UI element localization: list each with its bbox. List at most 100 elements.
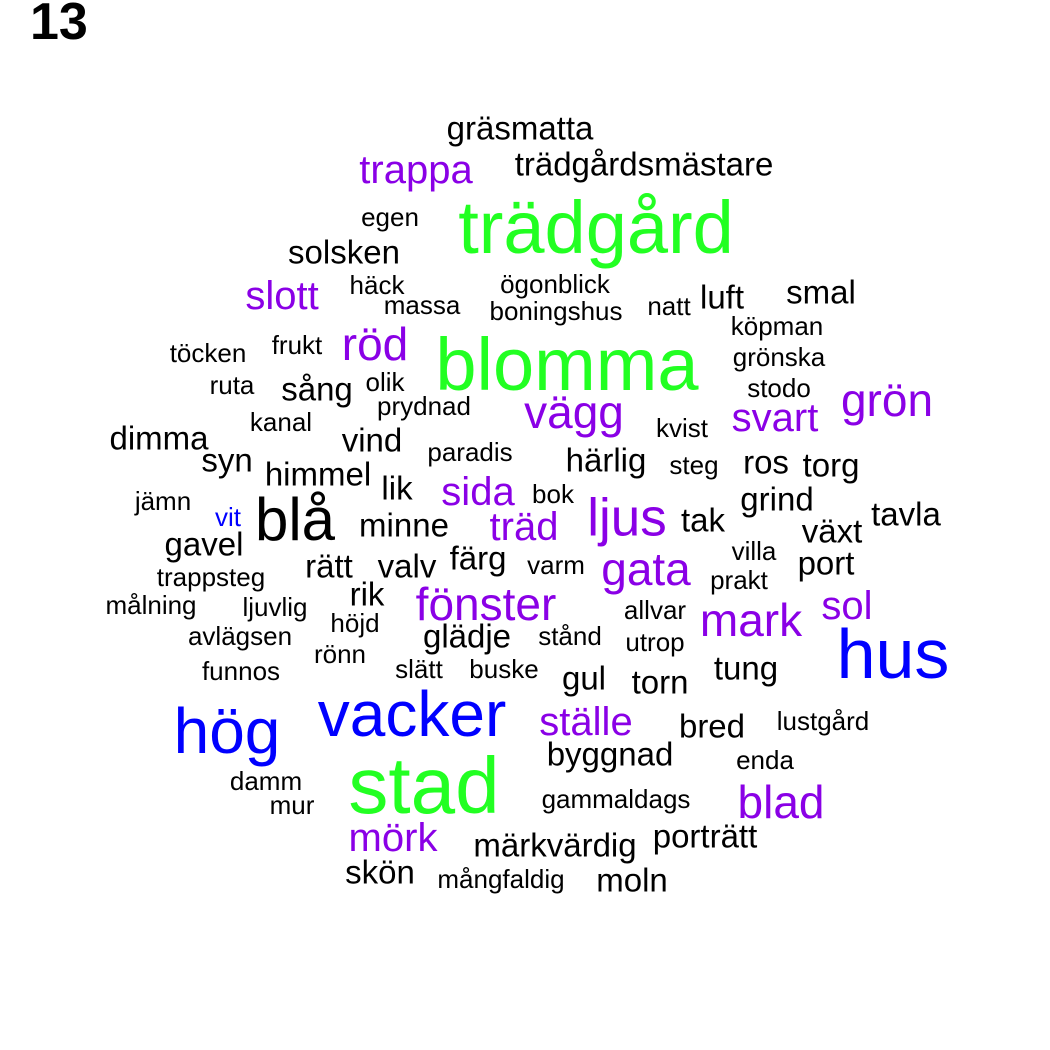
word-cloud-word: ros — [743, 443, 789, 481]
word-cloud-word: paradis — [427, 437, 513, 467]
word-cloud-word: sol — [821, 584, 873, 628]
word-cloud-word: ställe — [539, 700, 633, 744]
word-cloud-word: tung — [713, 649, 779, 687]
word-cloud-word: port — [797, 544, 855, 582]
word-cloud-word: enda — [736, 745, 794, 775]
word-cloud-word: boningshus — [489, 296, 623, 326]
word-cloud-word: glädje — [422, 617, 512, 655]
word-cloud-word: bred — [678, 707, 746, 745]
word-cloud-word: valv — [377, 547, 437, 585]
word-cloud-word: massa — [383, 290, 461, 320]
word-cloud-word: sida — [441, 470, 515, 514]
word-cloud-word: häck — [349, 270, 405, 300]
word-cloud-word: färg — [449, 539, 507, 577]
word-cloud-word: ögonblick — [500, 269, 610, 299]
word-cloud-word: töcken — [169, 338, 247, 368]
word-cloud-word: blå — [254, 486, 336, 553]
word-cloud-word: röd — [341, 318, 409, 370]
word-cloud-word: utrop — [625, 627, 685, 657]
word-cloud-word: dimma — [109, 419, 209, 457]
word-cloud-word: gavel — [164, 525, 244, 563]
word-cloud-word: ruta — [209, 370, 255, 400]
word-cloud-word: grönska — [732, 342, 826, 372]
word-cloud-word: gammaldags — [541, 784, 691, 814]
word-cloud-word: träd — [489, 505, 559, 549]
word-cloud-word: stånd — [538, 621, 602, 651]
word-cloud-word: blad — [737, 776, 825, 828]
word-cloud-word: porträtt — [652, 817, 758, 855]
word-cloud-word: köpman — [730, 311, 824, 341]
word-cloud-word: ljus — [587, 488, 667, 548]
word-cloud-word: vit — [215, 502, 241, 532]
word-cloud-word: slätt — [395, 654, 443, 684]
word-cloud-word: mångfaldig — [437, 864, 565, 894]
word-cloud-word: gul — [561, 659, 607, 697]
word-cloud-word: kanal — [249, 407, 313, 437]
word-cloud-word: olik — [365, 367, 405, 397]
word-cloud-word: prakt — [710, 565, 768, 595]
word-cloud-word: sång — [281, 370, 353, 408]
word-cloud-word: slott — [245, 274, 319, 318]
word-cloud-word: blomma — [435, 323, 699, 406]
word-cloud-word: stodo — [747, 373, 811, 403]
word-cloud-word: rik — [349, 575, 385, 613]
word-cloud-word: märkvärdig — [473, 826, 637, 864]
word-cloud-word: varm — [527, 550, 585, 580]
word-cloud-word: grind — [740, 480, 814, 518]
word-cloud-word: gata — [601, 543, 691, 595]
word-cloud-word: svart — [731, 396, 819, 440]
word-cloud-word: moln — [596, 861, 668, 899]
word-cloud-word: syn — [201, 441, 253, 479]
word-cloud-word: jämn — [134, 486, 192, 516]
word-cloud-word: trappa — [359, 148, 473, 192]
word-cloud-word: luft — [699, 278, 745, 316]
word-cloud-word: allvar — [623, 595, 687, 625]
word-cloud-word: funnos — [201, 656, 281, 686]
word-cloud-word: härlig — [565, 441, 647, 479]
word-cloud-word: lik — [381, 469, 413, 507]
word-cloud-word: ljuvlig — [242, 592, 308, 622]
word-cloud-word: natt — [647, 291, 691, 321]
word-cloud-word: trappsteg — [156, 562, 266, 592]
word-cloud-word: fönster — [415, 578, 557, 630]
word-cloud-word: mark — [699, 594, 803, 646]
word-cloud-word: höjd — [330, 608, 380, 638]
word-cloud-word: vacker — [317, 678, 507, 750]
word-cloud-word: steg — [669, 450, 719, 480]
word-cloud-word: tak — [680, 501, 726, 539]
word-cloud-word: avlägsen — [187, 621, 293, 651]
word-cloud-word: byggnad — [546, 735, 674, 773]
word-cloud-word: stad — [348, 741, 500, 830]
word-cloud-word: vind — [341, 421, 403, 459]
word-cloud-word: egen — [361, 202, 419, 232]
word-cloud-word: trädgård — [458, 186, 734, 269]
word-cloud-word: rätt — [305, 547, 353, 585]
word-cloud-word: torg — [802, 446, 860, 484]
word-cloud-word: grön — [840, 374, 934, 426]
word-cloud-word: damm — [229, 766, 303, 796]
word-cloud-word: kvist — [656, 413, 708, 443]
word-cloud-word: bok — [532, 479, 574, 509]
word-cloud-word: tavla — [871, 495, 941, 533]
word-cloud-word: rönn — [313, 639, 367, 669]
word-cloud-word: trädgårdsmästare — [514, 145, 774, 183]
word-cloud-word: himmel — [264, 455, 372, 493]
word-cloud-word: villa — [731, 536, 777, 566]
word-cloud-word: mur — [269, 790, 315, 820]
word-cloud-word: lustgård — [776, 706, 870, 736]
word-cloud-word: solsken — [288, 233, 400, 271]
word-cloud-word: växt — [801, 512, 863, 550]
word-cloud-word: skön — [345, 853, 415, 891]
word-cloud-word: buske — [469, 654, 539, 684]
word-cloud-word: prydnad — [377, 391, 471, 421]
word-cloud-word: hus — [836, 615, 950, 693]
word-cloud-word: torn — [631, 663, 689, 701]
panel-number: 13 — [30, 0, 88, 51]
word-cloud-word: gräsmatta — [446, 109, 594, 147]
word-cloud-word: smal — [786, 273, 856, 311]
word-cloud-word: hög — [173, 695, 281, 767]
word-cloud-word: mörk — [348, 816, 438, 860]
word-cloud-word: målning — [105, 590, 197, 620]
word-cloud-word: frukt — [271, 330, 323, 360]
